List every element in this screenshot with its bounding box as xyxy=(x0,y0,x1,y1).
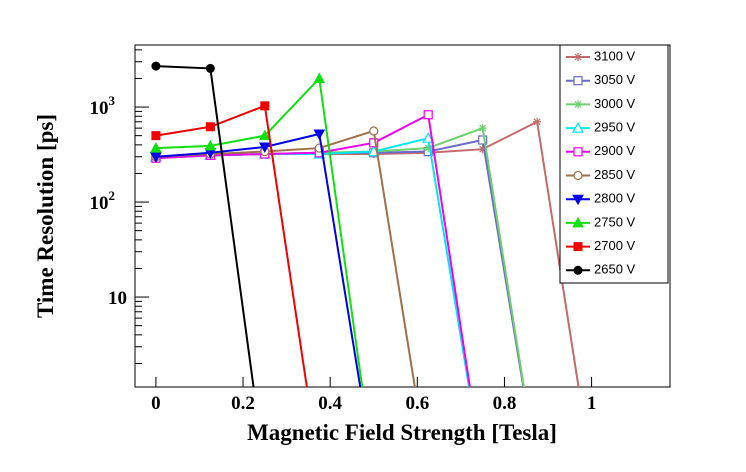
y-tick-base: 10 xyxy=(90,98,109,119)
marker xyxy=(533,117,542,126)
marker xyxy=(313,129,326,141)
marker xyxy=(588,466,596,472)
y-tick-label: 102 xyxy=(90,188,116,214)
marker xyxy=(424,466,432,472)
marker xyxy=(478,124,487,133)
marker xyxy=(315,466,323,472)
marker xyxy=(258,142,271,154)
plot-area xyxy=(149,61,596,472)
y-tick-exponent: 2 xyxy=(109,188,116,203)
marker xyxy=(479,466,487,472)
y-tick-label: 103 xyxy=(90,93,116,119)
legend-label: 3000 V xyxy=(594,96,636,111)
marker xyxy=(572,216,584,228)
marker xyxy=(205,63,215,73)
marker xyxy=(533,466,541,472)
plot-frame xyxy=(134,44,671,388)
x-tick-label: 0.6 xyxy=(405,393,429,414)
y-tick-exponent: 3 xyxy=(109,93,116,108)
legend-label: 2800 V xyxy=(594,191,636,206)
marker xyxy=(258,129,271,141)
x-tick-label: 0 xyxy=(151,393,161,414)
marker xyxy=(571,121,585,133)
x-tick-label: 0.4 xyxy=(318,393,342,414)
legend-label: 2700 V xyxy=(594,238,636,253)
legend-label: 2900 V xyxy=(594,143,636,158)
marker xyxy=(151,61,161,71)
x-tick-label: 0.8 xyxy=(493,393,517,414)
y-tick-base: 10 xyxy=(108,288,127,309)
y-tick-label: 10 xyxy=(108,288,127,309)
marker xyxy=(422,131,435,143)
marker xyxy=(261,466,269,472)
marker xyxy=(573,242,583,252)
marker xyxy=(574,53,582,61)
x-tick-label: 0.2 xyxy=(231,393,255,414)
marker xyxy=(150,152,162,163)
marker xyxy=(150,142,162,153)
legend-label: 2750 V xyxy=(594,214,636,229)
legend-label: 2650 V xyxy=(594,262,636,277)
marker xyxy=(478,465,488,472)
legend-label: 2850 V xyxy=(594,167,636,182)
series-line xyxy=(155,129,416,387)
series-line xyxy=(155,104,308,387)
legend-label: 3050 V xyxy=(594,72,636,87)
marker xyxy=(151,131,161,141)
x-axis-title: Magnetic Field Strength [Tesla] xyxy=(247,420,557,445)
marker xyxy=(313,72,326,83)
y-axis-title: Time Resolution [ps] xyxy=(33,114,58,318)
legend-label: 2950 V xyxy=(594,120,636,135)
marker xyxy=(573,265,583,275)
marker xyxy=(369,126,379,136)
legend-label: 3100 V xyxy=(594,48,636,63)
marker xyxy=(369,466,379,472)
marker xyxy=(423,110,433,120)
series-line xyxy=(155,120,580,387)
marker xyxy=(478,135,488,145)
marker xyxy=(260,101,270,111)
marker xyxy=(574,100,582,109)
marker xyxy=(533,466,541,472)
marker xyxy=(573,170,583,181)
marker xyxy=(205,122,215,132)
marker xyxy=(204,139,217,151)
marker xyxy=(369,138,379,148)
x-tick-label: 1 xyxy=(587,393,597,414)
marker xyxy=(573,147,583,157)
y-tick-base: 10 xyxy=(90,193,109,214)
marker xyxy=(478,145,487,154)
marker xyxy=(424,144,433,153)
marker xyxy=(572,194,584,206)
marker xyxy=(573,76,583,86)
marker xyxy=(369,465,379,472)
legend: 3100 V 3050 V 3000 V 2950 V 2900 V 2850 V 2800… xyxy=(566,48,636,277)
